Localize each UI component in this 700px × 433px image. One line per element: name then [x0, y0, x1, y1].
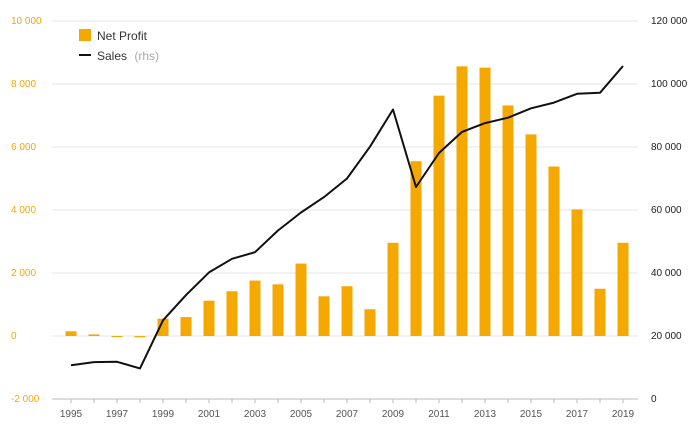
x-tick-label: 2017 — [566, 409, 589, 420]
x-tick-label: 1997 — [106, 409, 129, 420]
bar-net-profit-2003 — [249, 280, 261, 336]
x-tick-label: 2011 — [428, 409, 450, 420]
right-tick-label: 100 000 — [651, 79, 688, 90]
right-tick-label: 60 000 — [651, 205, 682, 216]
bar-net-profit-1999 — [157, 318, 169, 336]
bar-net-profit-2017 — [571, 209, 583, 336]
x-tick-label: 2015 — [520, 409, 543, 420]
left-tick-label: -2 000 — [11, 394, 40, 405]
bar-net-profit-1996 — [88, 334, 100, 336]
x-tick-label: 2001 — [198, 409, 221, 420]
bar-net-profit-2008 — [364, 309, 376, 336]
x-tick-label: 2005 — [290, 409, 313, 420]
left-tick-label: 8 000 — [11, 79, 36, 90]
x-axis: 1995 1997 1999 2001 2003 2005 2007 2009 2011 2013… — [52, 398, 638, 420]
svg-text:Sales (rhs): Sales (rhs) — [97, 49, 159, 63]
legend: Net Profit Sales (rhs) — [79, 29, 159, 63]
bar-net-profit-2007 — [341, 286, 353, 336]
bar-net-profit-2019 — [617, 242, 629, 336]
bar-net-profit-2004 — [272, 284, 284, 336]
left-axis: -2 000 0 2 000 4 000 6 000 8 000 10 000 — [11, 16, 42, 405]
x-tick-label: 1995 — [60, 409, 83, 420]
left-tick-label: 6 000 — [11, 142, 36, 153]
bar-net-profit-2014 — [502, 105, 514, 336]
x-tick-label: 2019 — [612, 409, 635, 420]
bar-net-profit-2000 — [180, 317, 192, 336]
bar-net-profit-2015 — [525, 134, 537, 336]
line-series-sales — [70, 65, 624, 370]
bar-net-profit-2012 — [456, 66, 468, 337]
line-sales — [70, 65, 624, 370]
bar-net-profit-2009 — [387, 242, 399, 336]
bar-net-profit-2013 — [479, 67, 491, 337]
legend-net-profit-label: Net Profit — [97, 29, 148, 43]
right-tick-label: 20 000 — [651, 331, 682, 342]
right-tick-label: 80 000 — [651, 142, 682, 153]
right-tick-label: 40 000 — [651, 268, 682, 279]
x-tick-label: 1999 — [152, 409, 175, 420]
left-tick-label: 2 000 — [11, 268, 36, 279]
bar-net-profit-2016 — [548, 166, 560, 336]
left-tick-label: 10 000 — [11, 16, 42, 27]
x-tick-label: 2007 — [336, 409, 359, 420]
bar-net-profit-2006 — [318, 296, 330, 336]
bar-net-profit-1995 — [65, 331, 77, 336]
bar-net-profit-2005 — [295, 263, 307, 336]
right-axis: 0 20 000 40 000 60 000 80 000 100 000 120 000 — [651, 16, 688, 405]
bar-net-profit-1998 — [134, 336, 146, 338]
bar-net-profit-2011 — [433, 95, 445, 336]
bar-net-profit-2001 — [203, 300, 215, 336]
left-tick-label: 4 000 — [11, 205, 36, 216]
bar-net-profit-1997 — [111, 336, 123, 337]
bar-net-profit-2010 — [410, 161, 422, 336]
x-tick-label: 2009 — [382, 409, 405, 420]
legend-bar-swatch — [79, 29, 91, 41]
legend-sales-note: (rhs) — [134, 49, 159, 63]
legend-sales-label: Sales — [97, 49, 127, 63]
x-tick-label: 2003 — [244, 409, 267, 420]
bar-net-profit-2002 — [226, 291, 238, 336]
right-tick-label: 0 — [651, 394, 657, 405]
right-tick-label: 120 000 — [651, 16, 688, 27]
x-tick-label: 2013 — [474, 409, 497, 420]
bar-series-net-profit — [65, 66, 629, 338]
gridlines — [52, 20, 638, 400]
left-tick-label: 0 — [11, 331, 17, 342]
bar-net-profit-2018 — [594, 288, 606, 336]
